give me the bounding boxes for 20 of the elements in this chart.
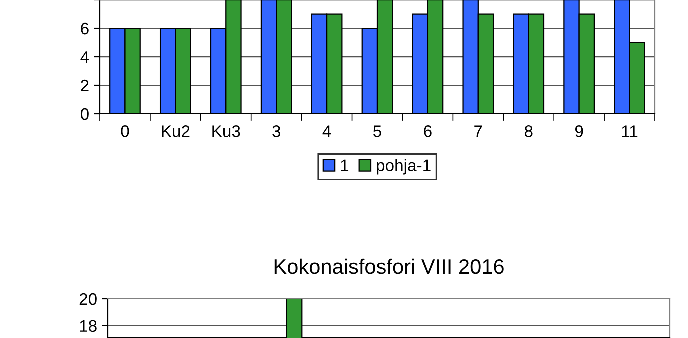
x-tick-label: 6 — [424, 126, 432, 138]
legend-label: pohja-1 — [377, 159, 431, 175]
x-tick-label: 11 — [622, 126, 638, 138]
y-tick-label: 2 — [81, 80, 89, 92]
x-tick-label: 9 — [575, 126, 584, 138]
x-tick-label: Ku2 — [162, 126, 190, 138]
y-tick-label: 4 — [80, 52, 90, 64]
x-tick-label: 3 — [272, 126, 280, 138]
x-tick-label: Ku3 — [212, 126, 240, 138]
y-tick-label: 20 — [80, 293, 97, 306]
x-tick-label: 5 — [374, 126, 382, 138]
x-tick-label: 8 — [524, 126, 533, 138]
x-tick-label: 7 — [474, 126, 482, 138]
y-tick-label: 6 — [81, 22, 89, 35]
x-tick-label: 4 — [322, 126, 332, 138]
y-tick-label: 0 — [80, 108, 89, 120]
chart-title: Kokonaisfosfori VIII 2016 — [274, 258, 504, 274]
x-tick-label: 0 — [121, 126, 130, 138]
legend-label: 1 — [341, 160, 349, 172]
y-tick-label: 18 — [80, 320, 97, 332]
